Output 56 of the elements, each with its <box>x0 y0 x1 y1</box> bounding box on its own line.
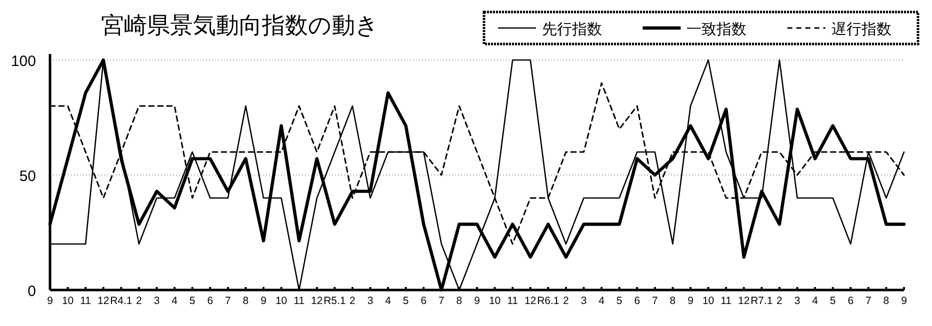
x-tick-label: 8 <box>242 295 249 307</box>
legend-label: 一致指数 <box>686 21 747 38</box>
x-tick-label: 6 <box>207 295 214 307</box>
x-tick-label: 11 <box>294 295 305 307</box>
x-tick-label: 3 <box>580 295 587 307</box>
x-tick-label: 5 <box>830 295 836 307</box>
x-tick-label: R6.1 <box>537 295 560 307</box>
x-tick-label: 9 <box>474 295 480 307</box>
x-tick-label: 3 <box>154 295 160 307</box>
x-tick-label: 2 <box>563 295 570 307</box>
x-tick-label: 2 <box>136 295 142 307</box>
x-tick-label: 6 <box>420 295 427 307</box>
x-tick-label: 10 <box>275 295 288 307</box>
x-tick-label: 12 <box>98 295 110 307</box>
x-tick-label: 10 <box>702 295 714 307</box>
x-tick-label: 11 <box>720 295 732 307</box>
x-tick-label: 9 <box>901 295 908 307</box>
x-tick-label: 7 <box>438 295 444 307</box>
x-tick-label: 10 <box>488 295 501 307</box>
x-tick-label: R4.1 <box>110 295 132 307</box>
x-tick-label: 2 <box>776 295 783 307</box>
x-tick-label: 5 <box>616 295 622 307</box>
x-tick-label: 9 <box>260 295 267 307</box>
x-tick-label: 7 <box>865 295 872 307</box>
x-tick-label: 5 <box>189 295 196 307</box>
x-tick-label: 2 <box>350 295 356 307</box>
x-tick-label: R7.1 <box>750 295 773 307</box>
x-tick-label: 6 <box>848 295 854 307</box>
x-tick-label: 4 <box>172 295 178 307</box>
x-tick-label: 8 <box>883 295 890 307</box>
legend-label: 先行指数 <box>542 21 602 38</box>
x-tick-label: 7 <box>224 295 231 307</box>
x-tick-label: 8 <box>456 295 462 307</box>
y-tick-label: 0 <box>28 283 36 300</box>
x-tick-label: 10 <box>62 295 74 307</box>
x-tick-label: 12 <box>524 295 536 307</box>
x-tick-label: 5 <box>402 295 409 307</box>
x-tick-label: 4 <box>598 295 605 307</box>
x-tick-label: 9 <box>688 295 694 307</box>
x-tick-label: 12 <box>311 295 323 307</box>
x-tick-label: 3 <box>794 295 800 307</box>
x-tick-label: 4 <box>385 295 392 307</box>
x-tick-label: 4 <box>812 295 818 307</box>
x-tick-label: 11 <box>507 295 518 307</box>
x-tick-label: 6 <box>634 295 640 307</box>
x-tick-label: 3 <box>367 295 374 307</box>
x-tick-label: 11 <box>80 295 92 307</box>
y-tick-label: 100 <box>10 53 36 70</box>
legend-label: 遅行指数 <box>831 21 892 38</box>
x-tick-label: 12 <box>738 295 750 307</box>
chart-title: 宮崎県景気動向指数の動き <box>101 12 379 38</box>
x-tick-label: 7 <box>652 295 658 307</box>
y-tick-label: 50 <box>19 168 36 185</box>
x-tick-label: 8 <box>670 295 676 307</box>
x-tick-label: R5.1 <box>324 295 346 307</box>
x-tick-label: 9 <box>47 295 54 307</box>
